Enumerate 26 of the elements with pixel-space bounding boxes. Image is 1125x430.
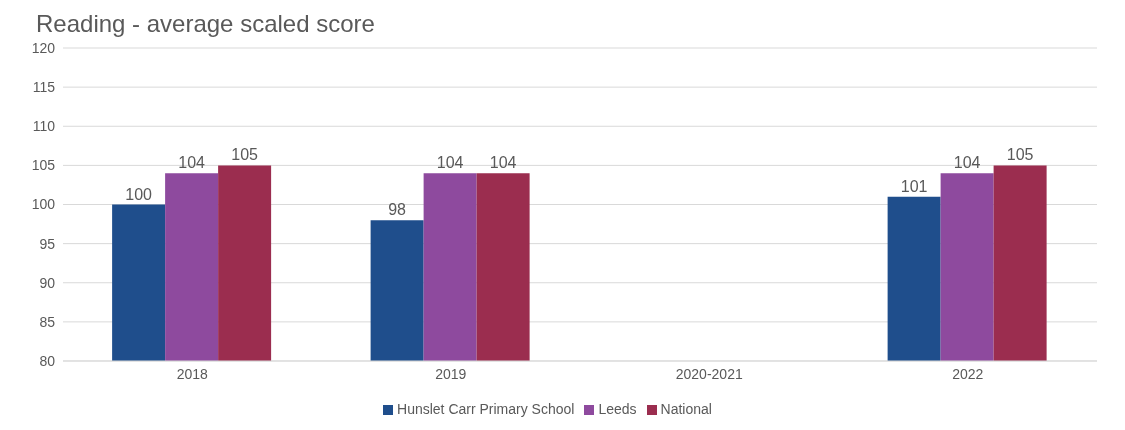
- data-label: 104: [178, 154, 206, 172]
- data-label: 98: [388, 201, 407, 219]
- y-tick-label: 120: [31, 39, 56, 56]
- y-tick-label: 115: [32, 79, 56, 96]
- x-tick-label: 2018: [176, 365, 209, 382]
- y-tick-label: 110: [32, 118, 56, 135]
- x-tick-label: 2022: [952, 365, 984, 382]
- data-label: 104: [489, 154, 517, 172]
- y-tick-label: 80: [39, 352, 56, 369]
- data-label: 105: [1006, 146, 1034, 164]
- legend-label: Leeds: [598, 401, 637, 417]
- x-tick-label: 2019: [435, 365, 467, 382]
- data-label: 105: [231, 146, 259, 164]
- y-tick-label: 105: [31, 157, 56, 174]
- y-tick-label: 90: [39, 274, 56, 291]
- legend-label: Hunslet Carr Primary School: [397, 401, 575, 417]
- data-label: 104: [953, 154, 981, 172]
- data-label: 101: [900, 177, 928, 195]
- x-tick-label: 2020-2021: [675, 365, 743, 382]
- chart-title: Reading - average scaled score: [36, 10, 375, 38]
- legend-label: National: [660, 401, 712, 417]
- data-label: 104: [436, 154, 464, 172]
- y-tick-label: 95: [39, 235, 56, 252]
- y-tick-label: 100: [31, 196, 56, 213]
- data-label: 100: [125, 185, 153, 203]
- y-tick-label: 85: [39, 313, 56, 330]
